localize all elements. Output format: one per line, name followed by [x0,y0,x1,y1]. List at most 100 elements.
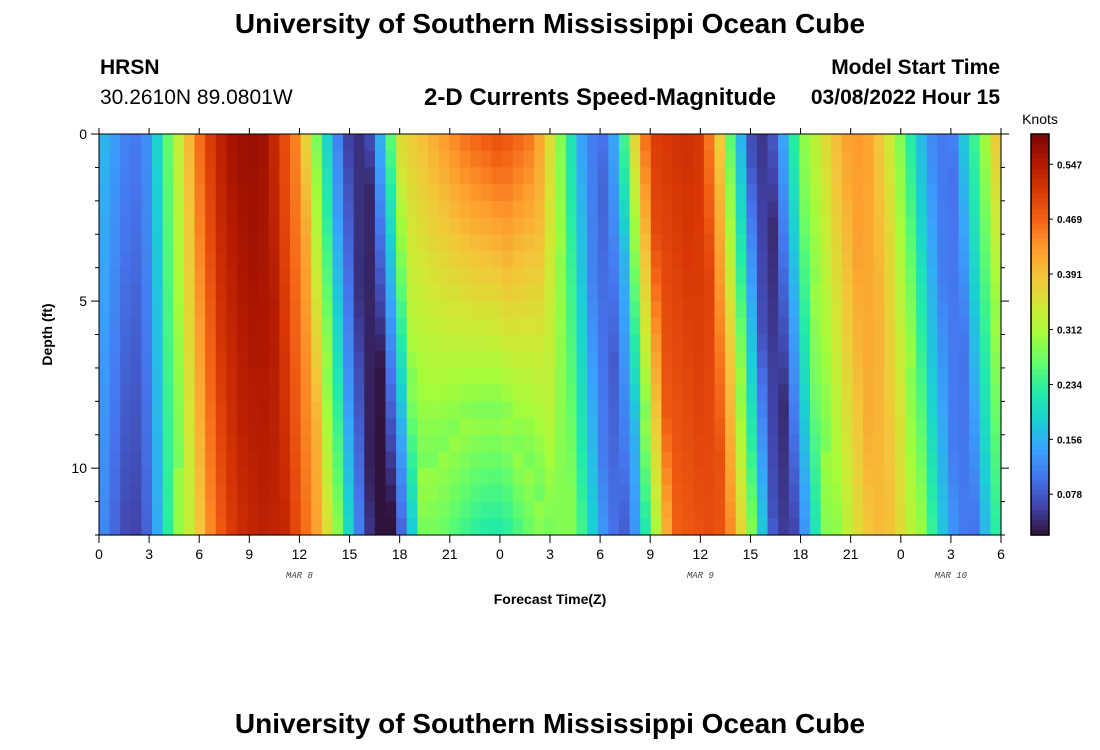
heatmap-cell [502,184,514,202]
heatmap-cell [788,234,800,252]
heatmap-cell [427,434,440,453]
heatmap-cell [926,418,938,436]
heatmap-cell [120,250,132,269]
heatmap-cell [820,184,832,202]
heatmap-cell [820,284,832,302]
heatmap-cell [152,334,164,352]
heatmap-cell [958,167,970,185]
heatmap-cell [109,468,121,486]
colorbar-tick-label: 0.234 [1057,380,1082,391]
heatmap-cell [703,134,716,152]
heatmap-cell [661,501,673,519]
heatmap-cell [555,518,567,536]
heatmap-cell [523,184,535,202]
heatmap-cell [173,418,185,436]
heatmap-cell [873,234,885,252]
heatmap-cell [141,518,153,536]
heatmap-cell [565,518,578,536]
heatmap-cell [99,351,111,369]
heatmap-cell [183,184,196,202]
heatmap-cell [343,501,355,519]
heatmap-cell [555,434,567,453]
heatmap-cell [597,200,609,219]
heatmap-cell [215,284,227,302]
heatmap-cell [173,250,185,269]
heatmap-cell [788,518,800,536]
heatmap-cell [746,401,758,419]
heatmap-cell [236,484,249,503]
heatmap-cell [809,484,822,503]
heatmap-cell [247,234,259,252]
heatmap-cell [714,484,726,503]
heatmap-cell [809,184,822,202]
heatmap-cell [725,184,737,202]
heatmap-cell [512,484,525,503]
heatmap-cell [587,518,599,536]
heatmap-cell [332,284,344,302]
heatmap-cell [969,484,981,503]
heatmap-cell [863,284,875,302]
heatmap-cell [152,418,164,436]
heatmap-cell [809,150,822,169]
heatmap-cell [735,351,747,369]
heatmap-cell [979,234,991,252]
heatmap-cell [852,418,864,436]
heatmap-cell [884,217,896,235]
heatmap-cell [332,351,344,369]
heatmap-cell [618,134,631,152]
heatmap-cell [873,484,885,503]
heatmap-cell [205,351,217,369]
heatmap-cell [427,484,440,503]
heatmap-cell [130,518,143,536]
heatmap-cell [343,317,355,336]
heatmap-cell [215,451,227,469]
heatmap-cell [576,301,588,319]
heatmap-cell [427,367,440,386]
heatmap-cell [767,367,779,386]
heatmap-cell [979,468,991,486]
heatmap-cell [343,301,355,319]
heatmap-cell [247,150,259,169]
heatmap-cell [597,267,609,285]
heatmap-cell [417,184,429,202]
x-tick-label: 3 [546,546,554,562]
heatmap-cell [608,384,620,402]
heatmap-cell [512,284,525,302]
heatmap-cell [937,518,949,536]
footer-title: University of Southern Mississippi Ocean… [234,708,866,739]
heatmap-cell [343,401,355,419]
heatmap-cell [831,284,843,302]
colorbar-segment [1031,374,1049,381]
heatmap-cell [873,351,885,369]
heatmap-cell [618,150,631,169]
heatmap-cell [809,401,822,419]
heatmap-cell [661,200,673,219]
heatmap-cell [374,468,387,486]
heatmap-cell [279,317,291,336]
heatmap-cell [990,234,1002,252]
heatmap-cell [396,401,408,419]
heatmap-cell [926,367,938,386]
heatmap-cell [205,184,217,202]
heatmap-cell [459,234,472,252]
heatmap-cell [152,284,164,302]
heatmap-cell [947,518,960,536]
heatmap-cell [809,167,822,185]
heatmap-cell [321,284,334,302]
heatmap-cell [587,484,599,503]
heatmap-cell [99,518,111,536]
heatmap-cell [894,351,907,369]
heatmap-cell [99,334,111,352]
heatmap-cell [799,484,811,503]
heatmap-cell [905,267,917,285]
heatmap-cell [534,384,546,402]
heatmap-cell [343,484,355,503]
heatmap-cell [979,284,991,302]
heatmap-cell [693,501,705,519]
plot-title: 2-D Currents Speed-Magnitude [423,84,777,111]
heatmap-cell [809,284,822,302]
heatmap-cell [205,434,217,453]
heatmap-cell [618,217,631,235]
heatmap-cell [725,468,737,486]
heatmap-cell [672,501,684,519]
